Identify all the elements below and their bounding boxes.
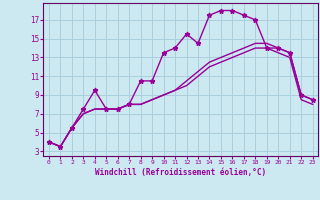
X-axis label: Windchill (Refroidissement éolien,°C): Windchill (Refroidissement éolien,°C)	[95, 168, 266, 177]
